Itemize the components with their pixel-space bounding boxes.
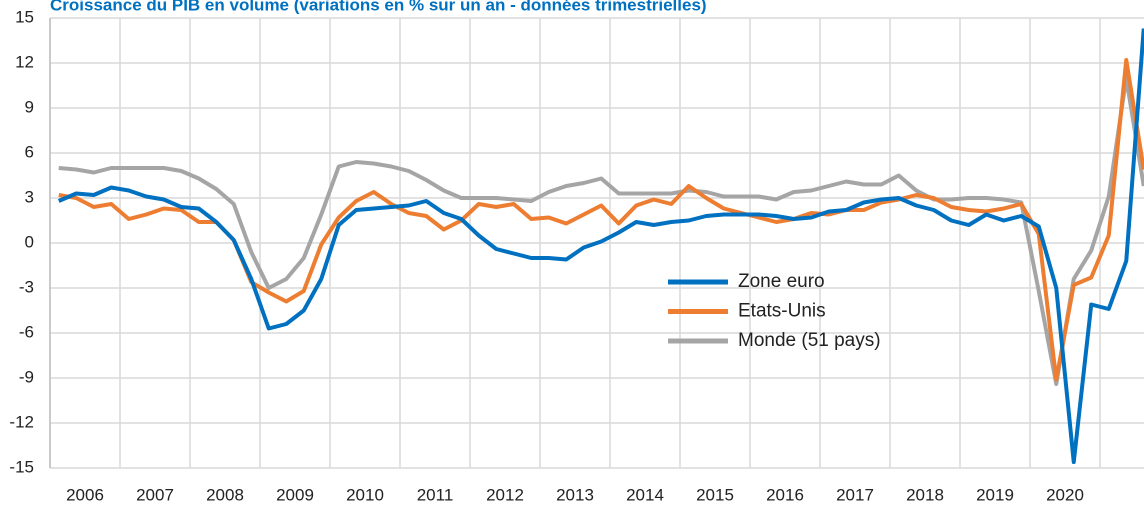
- y-tick-label: 12: [15, 52, 34, 71]
- series-line: [57, 28, 1144, 464]
- legend-label: Etats-Unis: [738, 301, 826, 322]
- y-tick-label: 0: [25, 232, 34, 251]
- series-line: [58, 76, 1144, 386]
- y-tick-label: -9: [19, 367, 34, 386]
- legend-label: Monde (51 pays): [738, 330, 881, 351]
- y-tick-label: 3: [25, 187, 34, 206]
- x-tick-label: 2008: [206, 485, 244, 504]
- y-tick-label: -6: [19, 322, 34, 341]
- x-tick-label: 2015: [696, 485, 734, 504]
- y-tick-label: 9: [25, 97, 34, 116]
- chart-title: Croissance du PIB en volume (variations …: [50, 0, 707, 14]
- x-tick-label: 2019: [976, 485, 1014, 504]
- x-tick-label: 2009: [276, 485, 314, 504]
- x-tick-label: 2014: [626, 485, 664, 504]
- x-tick-label: 2020: [1046, 485, 1084, 504]
- x-tick-label: 2007: [136, 485, 174, 504]
- x-tick-label: 2010: [346, 485, 384, 504]
- y-tick-label: 6: [25, 142, 34, 161]
- x-tick-label: 2012: [486, 485, 524, 504]
- x-tick-label: 2011: [417, 485, 454, 504]
- x-tick-label: 2006: [66, 485, 104, 504]
- y-tick-label: -3: [19, 277, 34, 296]
- x-tick-label: 2017: [836, 485, 874, 504]
- y-tick-label: 15: [15, 7, 34, 26]
- x-tick-label: 2013: [556, 485, 594, 504]
- y-tick-label: -15: [9, 457, 34, 476]
- y-tick-label: -12: [9, 412, 34, 431]
- legend-label: Zone euro: [738, 271, 825, 292]
- x-tick-label: 2018: [906, 485, 944, 504]
- x-tick-label: 2016: [766, 485, 804, 504]
